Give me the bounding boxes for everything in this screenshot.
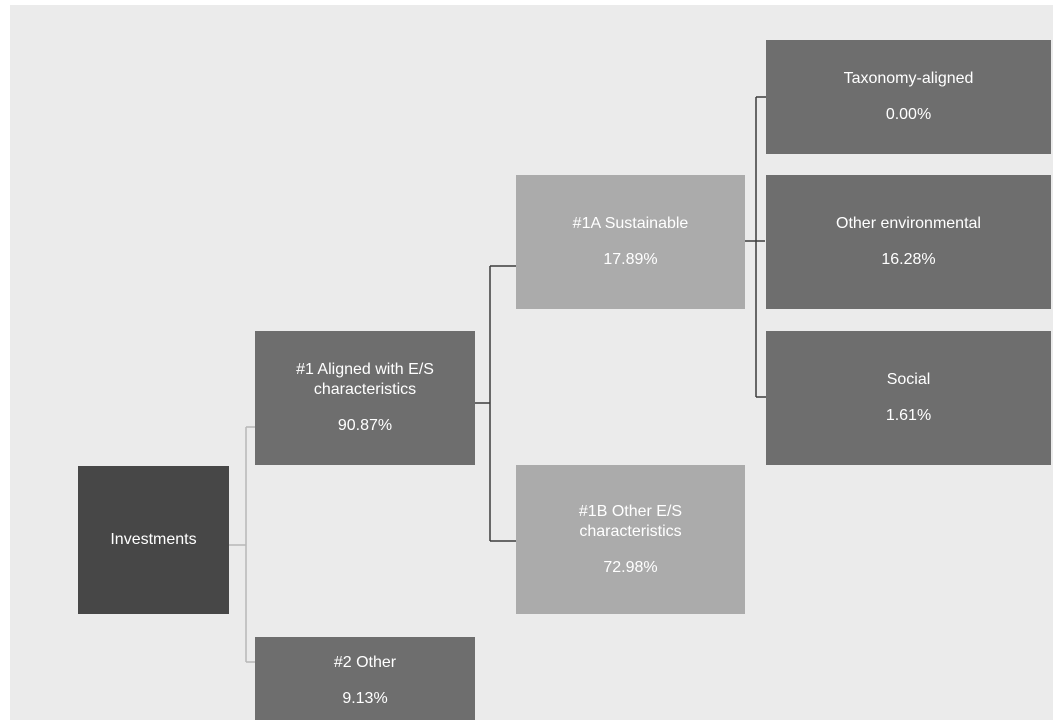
connector-sustainable bbox=[745, 96, 766, 398]
node-sustainable-value: 17.89% bbox=[603, 251, 658, 268]
node-sustainable-label: #1A Sustainable bbox=[572, 215, 689, 232]
node-other-environmental-value: 16.28% bbox=[881, 251, 936, 268]
node-aligned-label: #1 Aligned with E/S characteristics bbox=[296, 361, 434, 398]
node-other-label: #2 Other bbox=[333, 654, 397, 671]
node-sustainable: #1A Sustainable 17.89% bbox=[516, 175, 745, 309]
node-other: #2 Other 9.13% bbox=[255, 637, 475, 720]
connector-investments bbox=[229, 426, 255, 663]
node-taxonomy-label: Taxonomy-aligned bbox=[843, 70, 974, 87]
node-investments-label: Investments bbox=[110, 531, 197, 548]
node-other-value: 9.13% bbox=[342, 690, 388, 707]
node-other-es: #1B Other E/S characteristics 72.98% bbox=[516, 465, 745, 614]
node-social-label: Social bbox=[886, 371, 931, 388]
node-taxonomy: Taxonomy-aligned 0.00% bbox=[766, 40, 1051, 154]
node-other-environmental: Other environmental 16.28% bbox=[766, 175, 1051, 309]
node-taxonomy-value: 0.00% bbox=[885, 106, 932, 123]
node-other-environmental-label: Other environmental bbox=[836, 215, 981, 232]
node-investments: Investments bbox=[78, 466, 229, 614]
connector-aligned bbox=[475, 265, 516, 542]
node-aligned: #1 Aligned with E/S characteristics 90.8… bbox=[255, 331, 475, 465]
node-aligned-value: 90.87% bbox=[337, 417, 393, 434]
node-social: Social 1.61% bbox=[766, 331, 1051, 465]
node-other-es-label: #1B Other E/S characteristics bbox=[578, 502, 683, 540]
node-other-es-value: 72.98% bbox=[603, 558, 658, 576]
node-social-value: 1.61% bbox=[885, 407, 932, 424]
